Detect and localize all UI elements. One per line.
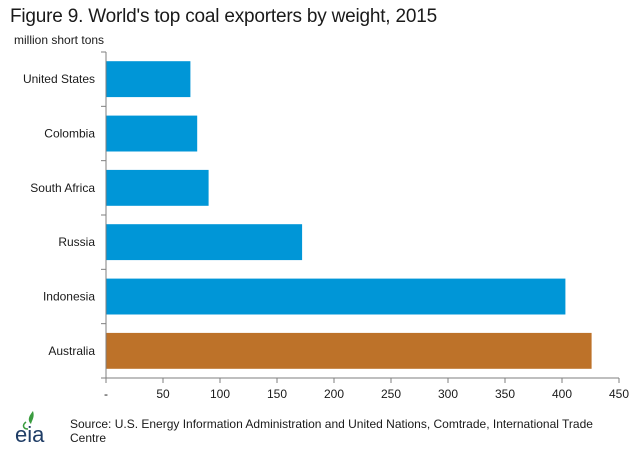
source-note: Source: U.S. Energy Information Administ…: [70, 417, 593, 445]
x-tick-label: 350: [495, 387, 515, 401]
x-tick-label: 150: [267, 387, 287, 401]
eia-logo-text: eia: [15, 422, 45, 446]
bar-russia: [106, 224, 303, 261]
eia-logo-flame-icon: [28, 411, 34, 424]
category-label: Australia: [48, 344, 95, 358]
x-tick-label: 400: [552, 387, 572, 401]
bar-chart: United States Colombia South Africa Russia I…: [23, 51, 629, 401]
category-label: Colombia: [44, 127, 95, 141]
category-label: South Africa: [30, 181, 95, 195]
x-tick-label: 450: [609, 387, 629, 401]
category-label: Indonesia: [43, 290, 95, 304]
bar-australia: [106, 332, 592, 369]
x-tick-label: -: [104, 387, 108, 401]
category-label: United States: [23, 72, 95, 86]
bar-south-africa: [106, 169, 209, 206]
bar-united-states: [106, 61, 191, 98]
bar-indonesia: [106, 278, 566, 315]
x-tick-label: 200: [324, 387, 344, 401]
x-tick-label: 100: [210, 387, 230, 401]
x-tick-label: 250: [381, 387, 401, 401]
x-tick-label: 50: [156, 387, 170, 401]
chart-title: Figure 9. World's top coal exporters by …: [10, 6, 437, 27]
axis-unit-label: million short tons: [14, 33, 105, 47]
eia-logo: eia: [15, 411, 45, 446]
category-label: Russia: [58, 235, 95, 249]
bar-colombia: [106, 115, 198, 152]
x-tick-label: 300: [438, 387, 458, 401]
eia-logo-swoosh-icon: [22, 421, 29, 430]
